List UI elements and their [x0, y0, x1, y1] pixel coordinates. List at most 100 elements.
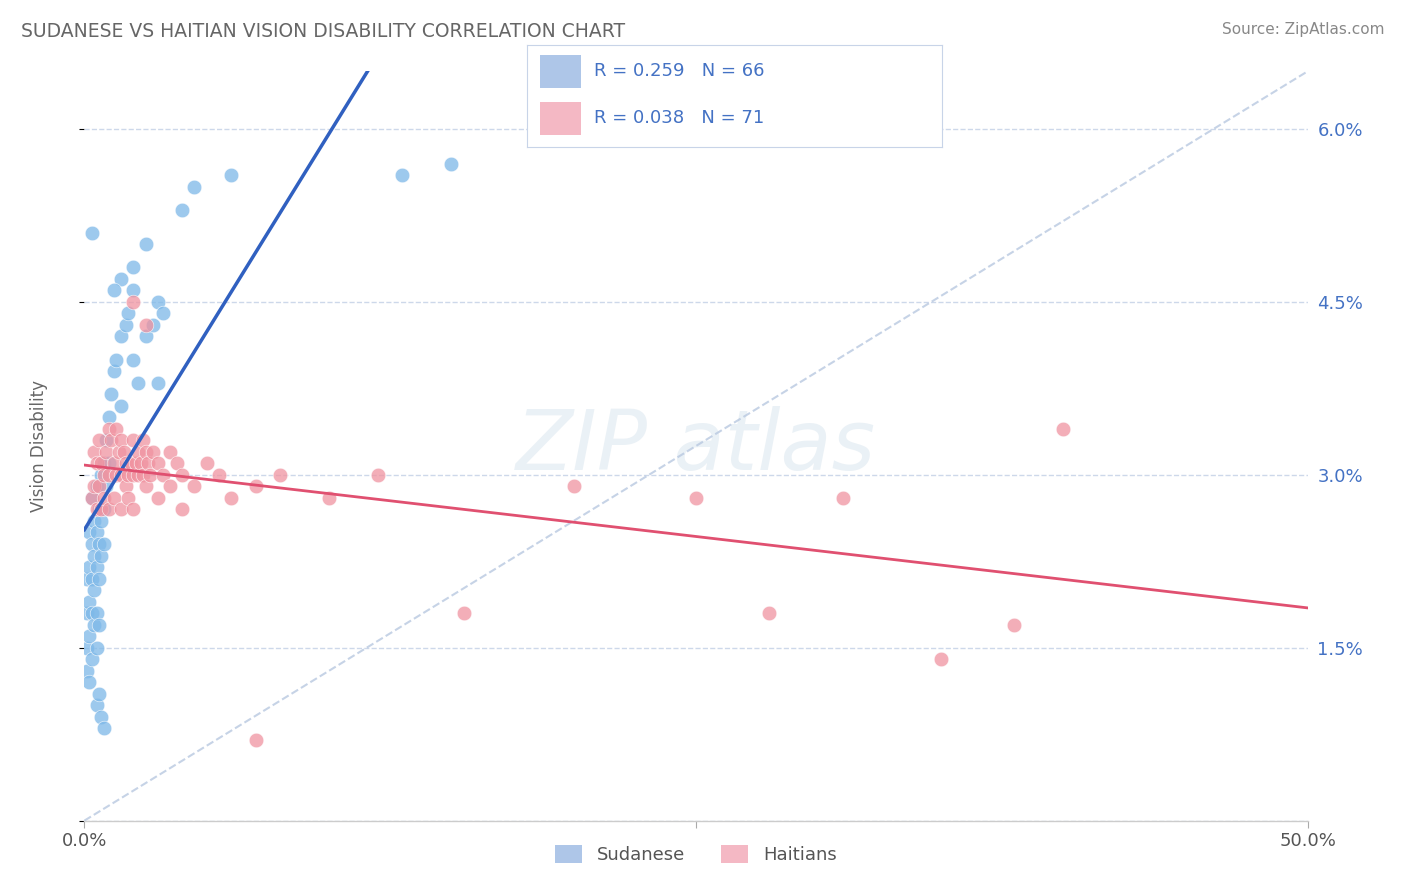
Point: [122, 467, 145, 482]
Point: [76, 640, 98, 655]
Point: [80, 491, 103, 505]
Point: [76, 572, 98, 586]
Point: [132, 467, 155, 482]
Point: [96, 444, 118, 458]
Point: [90, 502, 112, 516]
Point: [80, 572, 103, 586]
Point: [105, 467, 128, 482]
Point: [135, 329, 157, 343]
Point: [110, 502, 132, 516]
Text: ZIP atlas: ZIP atlas: [516, 406, 876, 486]
Point: [115, 479, 138, 493]
Point: [90, 549, 112, 563]
Point: [87, 479, 110, 493]
Point: [93, 467, 115, 482]
Point: [107, 444, 129, 458]
Point: [146, 491, 169, 505]
Point: [93, 456, 115, 470]
Point: [90, 710, 112, 724]
Point: [90, 514, 112, 528]
Text: SUDANESE VS HAITIAN VISION DISABILITY CORRELATION CHART: SUDANESE VS HAITIAN VISION DISABILITY CO…: [21, 22, 626, 41]
Point: [117, 491, 139, 505]
Point: [245, 479, 267, 493]
Point: [139, 467, 162, 482]
Point: [103, 456, 125, 470]
Point: [97, 410, 120, 425]
Point: [166, 456, 188, 470]
Point: [87, 687, 110, 701]
Point: [127, 376, 149, 390]
Point: [159, 479, 181, 493]
Point: [367, 467, 389, 482]
Point: [86, 479, 108, 493]
Point: [1002, 617, 1025, 632]
Point: [80, 537, 103, 551]
Point: [86, 640, 108, 655]
Point: [135, 318, 157, 332]
Point: [86, 698, 108, 713]
Point: [129, 456, 152, 470]
Point: [87, 434, 110, 448]
Point: [245, 733, 267, 747]
Point: [110, 272, 132, 286]
Y-axis label: Vision Disability: Vision Disability: [30, 380, 48, 512]
Point: [152, 467, 174, 482]
Point: [172, 502, 194, 516]
Point: [929, 652, 952, 666]
Point: [269, 467, 291, 482]
Point: [93, 491, 115, 505]
Point: [83, 444, 105, 458]
Point: [122, 352, 145, 367]
Point: [83, 549, 105, 563]
Point: [83, 617, 105, 632]
Point: [146, 456, 169, 470]
Text: R = 0.259   N = 66: R = 0.259 N = 66: [593, 62, 763, 80]
Point: [159, 444, 181, 458]
Point: [86, 525, 108, 540]
Point: [90, 456, 112, 470]
Point: [87, 537, 110, 551]
Point: [87, 572, 110, 586]
Point: [831, 491, 853, 505]
Point: [103, 364, 125, 378]
Point: [127, 467, 149, 482]
Point: [115, 456, 138, 470]
Point: [87, 502, 110, 516]
Point: [142, 444, 165, 458]
Point: [87, 617, 110, 632]
Point: [115, 318, 138, 332]
Point: [103, 284, 125, 298]
Point: [100, 387, 122, 401]
Point: [77, 675, 100, 690]
Point: [86, 502, 108, 516]
Point: [136, 456, 159, 470]
Point: [172, 202, 194, 217]
Point: [135, 479, 157, 493]
Point: [440, 156, 463, 170]
Point: [76, 606, 98, 620]
Point: [122, 502, 145, 516]
Point: [122, 294, 145, 309]
Point: [105, 422, 128, 436]
Point: [96, 434, 118, 448]
Point: [110, 434, 132, 448]
Point: [97, 467, 120, 482]
Point: [117, 467, 139, 482]
Point: [142, 318, 165, 332]
Point: [103, 491, 125, 505]
Point: [758, 606, 780, 620]
Point: [110, 329, 132, 343]
Point: [112, 444, 135, 458]
Point: [1052, 422, 1074, 436]
Point: [122, 284, 145, 298]
Point: [100, 434, 122, 448]
Point: [146, 376, 169, 390]
Point: [122, 260, 145, 275]
Point: [93, 537, 115, 551]
Point: [77, 525, 100, 540]
Point: [80, 491, 103, 505]
Point: [80, 606, 103, 620]
Point: [391, 168, 413, 182]
Point: [77, 594, 100, 608]
Point: [97, 456, 120, 470]
